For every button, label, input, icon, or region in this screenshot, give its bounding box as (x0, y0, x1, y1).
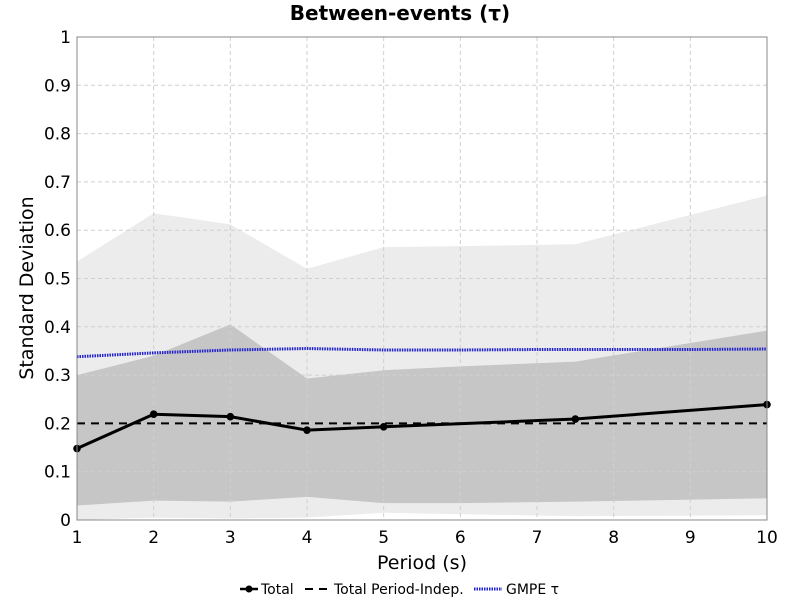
series-line-gmpe (76, 347, 768, 359)
y-tick-label: 1 (60, 28, 71, 48)
y-tick-label: 0.2 (44, 414, 71, 434)
band-1 (77, 324, 767, 506)
legend-label-total: Total (260, 582, 294, 598)
legend-label-gmpe-tau: GMPE τ (506, 582, 559, 598)
legend-marker-total (245, 585, 253, 593)
series-point-total (149, 410, 158, 419)
y-tick-label: 0.5 (44, 270, 71, 290)
legend-item-total: Total (240, 582, 294, 598)
chart-title: Between-events (τ) (290, 1, 510, 25)
y-tick-label: 0.8 (44, 125, 71, 145)
series-lines (73, 347, 771, 453)
legend-label-total-period-indep: Total Period-Indep. (333, 582, 464, 598)
x-tick-label: 4 (302, 528, 313, 548)
y-tick-label: 0.1 (44, 463, 71, 483)
series-point-total (379, 422, 388, 431)
y-tick-label: 0.9 (44, 76, 71, 96)
x-tick-label: 8 (608, 528, 619, 548)
series-point-total (571, 415, 580, 423)
x-tick-label: 6 (455, 528, 466, 548)
y-axis-label: Standard Deviation (16, 196, 38, 379)
x-axis-ticks: 1 2 3 4 5 6 7 8 9 10 (72, 528, 778, 548)
legend-item-total-period-indep: Total Period-Indep. (305, 582, 464, 598)
y-tick-label: 0 (60, 511, 71, 531)
series-point-total (226, 412, 235, 421)
x-tick-label: 5 (378, 528, 389, 548)
x-tick-label: 10 (756, 528, 778, 548)
legend: Total Total Period-Indep. GMPE τ (240, 582, 559, 598)
y-tick-label: 0.4 (44, 318, 71, 338)
confidence-bands (77, 195, 767, 520)
y-tick-label: 0.6 (44, 221, 71, 241)
x-tick-label: 3 (225, 528, 236, 548)
plot-area (76, 36, 768, 521)
x-tick-label: 9 (685, 528, 696, 548)
x-tick-label: 1 (72, 528, 83, 548)
y-tick-label: 0.3 (44, 366, 71, 386)
y-axis-ticks: 0 0.1 0.2 0.3 0.4 0.5 0.6 0.7 0.8 0.9 1 (44, 28, 71, 531)
x-tick-label: 7 (532, 528, 543, 548)
series-point-total (303, 426, 311, 434)
x-axis-label: Period (s) (377, 552, 467, 574)
legend-item-gmpe-tau: GMPE τ (474, 582, 559, 598)
x-tick-label: 2 (148, 528, 159, 548)
y-tick-label: 0.7 (44, 173, 71, 193)
